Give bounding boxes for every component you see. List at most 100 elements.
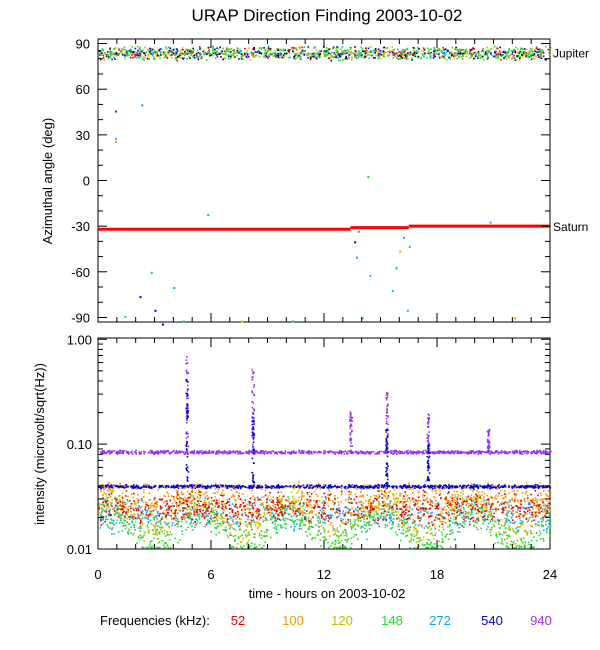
intensity-point	[185, 507, 188, 510]
intensity-spike-point	[385, 446, 388, 449]
intensity-point	[522, 537, 525, 539]
jupiter-band-point	[388, 54, 391, 56]
intensity-point	[305, 531, 307, 533]
jupiter-band-point	[363, 50, 366, 53]
jupiter-band-point	[158, 49, 161, 52]
intensity-spike-point	[187, 433, 189, 435]
intensity-point	[506, 534, 508, 537]
intensity-point	[544, 452, 547, 455]
intensity-point	[388, 504, 391, 506]
intensity-point	[382, 486, 385, 489]
intensity-point	[343, 453, 346, 455]
intensity-point	[346, 452, 349, 455]
intensity-point	[192, 522, 195, 525]
jupiter-band-point	[115, 54, 117, 57]
jupiter-band-point	[513, 54, 515, 57]
intensity-point	[537, 450, 539, 453]
jupiter-band-point	[520, 48, 522, 50]
intensity-point	[239, 452, 241, 454]
intensity-point	[371, 509, 373, 512]
jupiter-band-point	[125, 53, 128, 55]
intensity-point	[128, 452, 130, 454]
jupiter-band-point	[115, 51, 118, 54]
jupiter-band-point	[318, 53, 321, 56]
intensity-point	[396, 534, 398, 536]
jupiter-band-point	[454, 52, 456, 55]
jupiter-band-point	[246, 56, 248, 59]
intensity-point	[176, 452, 179, 455]
jupiter-band-point	[527, 55, 529, 57]
intensity-point	[324, 516, 327, 518]
intensity-point	[180, 484, 182, 487]
jupiter-band-point	[474, 57, 476, 60]
intensity-point	[276, 487, 279, 489]
jupiter-band-point	[383, 46, 386, 49]
intensity-point	[147, 516, 150, 519]
jupiter-band-point	[117, 54, 119, 56]
intensity-point	[482, 509, 484, 511]
intensity-point	[429, 485, 432, 488]
intensity-point	[129, 516, 132, 519]
intensity-spike-point	[251, 401, 253, 403]
intensity-point	[503, 501, 506, 504]
jupiter-band-point	[518, 52, 521, 54]
intensity-point	[238, 484, 240, 487]
azimuth-point	[514, 317, 517, 320]
intensity-point	[111, 533, 113, 535]
intensity-point	[436, 452, 438, 454]
intensity-point	[403, 452, 406, 455]
intensity-point	[335, 546, 338, 549]
intensity-point	[452, 450, 454, 453]
intensity-point	[241, 534, 244, 536]
intensity-point	[446, 486, 448, 488]
intensity-point	[369, 517, 371, 519]
intensity-point	[265, 518, 268, 520]
jupiter-band-point	[494, 55, 497, 57]
jupiter-band-point	[342, 59, 344, 61]
intensity-point	[528, 485, 530, 487]
intensity-spike-point	[253, 417, 255, 419]
intensity-point	[446, 505, 449, 507]
intensity-spike-point	[428, 418, 430, 420]
intensity-spike-point	[349, 411, 352, 413]
jupiter-band-point	[496, 55, 498, 57]
intensity-point	[111, 450, 113, 453]
intensity-spike-point	[251, 416, 253, 418]
jupiter-band-point	[299, 56, 302, 58]
intensity-point	[317, 515, 320, 517]
jupiter-band-point	[266, 51, 268, 53]
intensity-point	[186, 485, 188, 487]
intensity-point	[500, 451, 503, 453]
intensity-point	[198, 486, 201, 488]
intensity-point	[389, 502, 391, 504]
jupiter-band-point	[108, 53, 110, 55]
intensity-point	[183, 453, 186, 455]
jupiter-band-point	[102, 54, 105, 57]
intensity-point	[367, 487, 369, 489]
intensity-point	[523, 544, 526, 546]
intensity-point	[178, 451, 181, 454]
intensity-point	[387, 511, 390, 513]
jupiter-band-point	[107, 56, 110, 58]
jupiter-band-point	[330, 59, 333, 62]
intensity-point	[317, 534, 320, 536]
jupiter-band-point	[169, 47, 172, 50]
intensity-point	[218, 486, 220, 489]
intensity-point	[433, 453, 435, 455]
intensity-point	[119, 522, 121, 524]
intensity-point	[384, 452, 387, 454]
intensity-point	[317, 450, 320, 453]
jupiter-band-point	[541, 51, 543, 54]
intensity-point	[153, 453, 155, 456]
jupiter-band-point	[263, 52, 266, 55]
jupiter-band-point	[212, 47, 214, 50]
jupiter-band-point	[253, 48, 256, 51]
jupiter-band-point	[374, 57, 376, 59]
intensity-point	[406, 485, 409, 488]
jupiter-band-point	[176, 59, 179, 62]
jupiter-band-point	[530, 55, 532, 58]
intensity-point	[487, 525, 489, 528]
intensity-point	[378, 452, 380, 454]
intensity-point	[287, 513, 290, 515]
jupiter-band-point	[314, 46, 316, 49]
